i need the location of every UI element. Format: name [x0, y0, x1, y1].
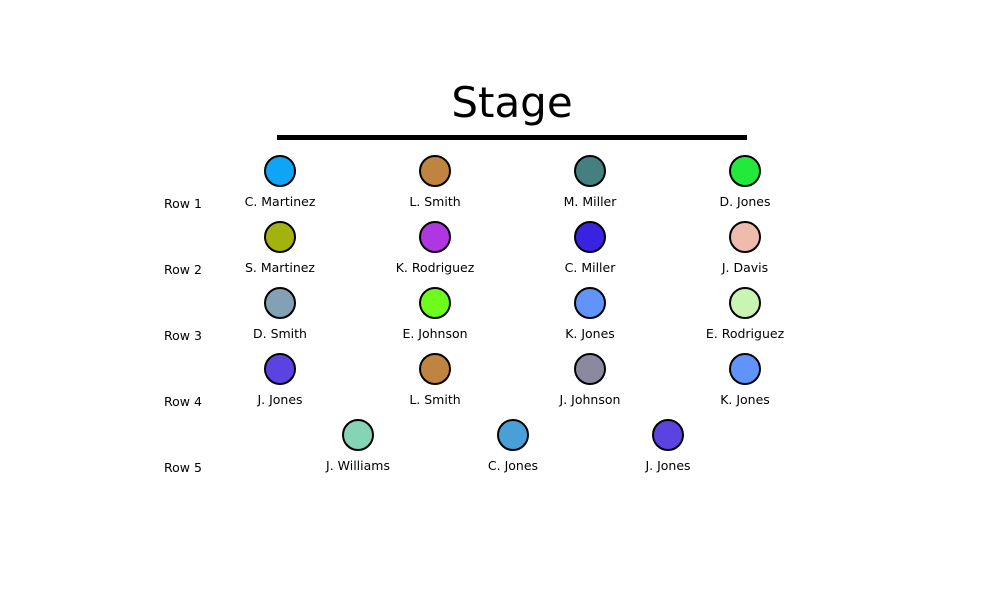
seat: C. Martinez — [200, 155, 360, 215]
seat-name: K. Jones — [565, 326, 615, 341]
seat-circle — [419, 353, 451, 385]
seat-name: J. Jones — [645, 458, 691, 473]
seat-circle — [419, 221, 451, 253]
seat: C. Jones — [433, 419, 593, 479]
seat: K. Jones — [510, 287, 670, 347]
seat-name: J. Williams — [326, 458, 390, 473]
seat-circle — [264, 221, 296, 253]
seat-circle — [419, 287, 451, 319]
seat: D. Smith — [200, 287, 360, 347]
seat: C. Miller — [510, 221, 670, 281]
seat: K. Jones — [665, 353, 825, 413]
seat: S. Martinez — [200, 221, 360, 281]
seat-circle — [574, 287, 606, 319]
seat-name: K. Rodriguez — [395, 260, 475, 275]
row-label: Row 3 — [164, 328, 202, 343]
seat-circle — [574, 353, 606, 385]
seat: L. Smith — [355, 353, 515, 413]
seat: L. Smith — [355, 155, 515, 215]
seat-name: E. Rodriguez — [705, 326, 785, 341]
seat-name: J. Davis — [721, 260, 769, 275]
seat-name: L. Smith — [409, 392, 461, 407]
seat-circle — [264, 287, 296, 319]
seat-circle — [729, 353, 761, 385]
seat-name: C. Miller — [564, 260, 616, 275]
seat-circle — [652, 419, 684, 451]
seat-circle — [574, 155, 606, 187]
seat-circle — [729, 155, 761, 187]
seat-circle — [264, 353, 296, 385]
seat-name: K. Jones — [720, 392, 770, 407]
seat: J. Davis — [665, 221, 825, 281]
seat: M. Miller — [510, 155, 670, 215]
stage-line — [277, 135, 747, 140]
seat: K. Rodriguez — [355, 221, 515, 281]
seat: J. Williams — [278, 419, 438, 479]
seat: E. Rodriguez — [665, 287, 825, 347]
seat-name: M. Miller — [563, 194, 617, 209]
seat: E. Johnson — [355, 287, 515, 347]
stage-title: Stage — [451, 78, 573, 127]
seat-circle — [729, 221, 761, 253]
seat: J. Jones — [588, 419, 748, 479]
seat: D. Jones — [665, 155, 825, 215]
seat-name: D. Smith — [253, 326, 307, 341]
seat-circle — [419, 155, 451, 187]
row-label: Row 2 — [164, 262, 202, 277]
seat-circle — [574, 221, 606, 253]
row-label: Row 5 — [164, 460, 202, 475]
seat-name: C. Jones — [487, 458, 539, 473]
row-label: Row 4 — [164, 394, 202, 409]
seat-name: L. Smith — [409, 194, 461, 209]
seat: J. Johnson — [510, 353, 670, 413]
seat-name: J. Jones — [257, 392, 303, 407]
seat-name: D. Jones — [719, 194, 771, 209]
seat-circle — [497, 419, 529, 451]
seat-circle — [264, 155, 296, 187]
row-label: Row 1 — [164, 196, 202, 211]
seat: J. Jones — [200, 353, 360, 413]
seat-name: C. Martinez — [244, 194, 316, 209]
seat-name: J. Johnson — [559, 392, 621, 407]
seat-circle — [729, 287, 761, 319]
seat-circle — [342, 419, 374, 451]
seat-name: S. Martinez — [244, 260, 315, 275]
seat-name: E. Johnson — [402, 326, 468, 341]
